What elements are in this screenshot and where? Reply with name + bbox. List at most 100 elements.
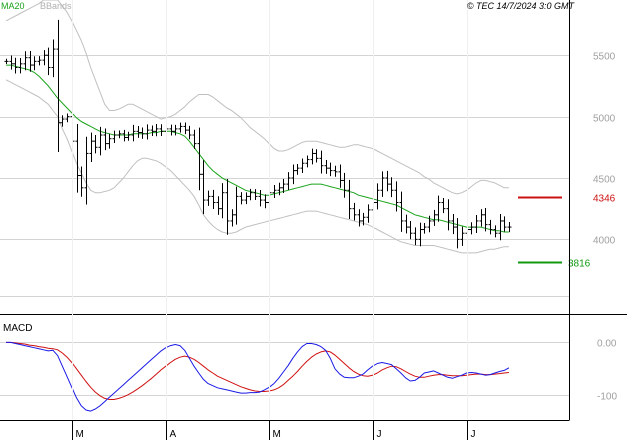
price-bar [493,225,498,238]
x-tick-label: M [76,429,84,440]
price-bar [408,221,413,240]
price-bar [427,215,432,233]
price-bar [136,126,141,138]
price-bar [32,56,37,71]
price-bar [483,208,488,232]
price-bar [225,178,230,235]
price-bar [441,198,446,214]
price-bar [117,130,122,139]
price-bar [201,160,206,215]
x-tick-label: J [471,429,476,440]
price-bar [375,183,380,210]
price-bar [150,125,155,136]
price-bar [460,226,465,246]
price-bar [140,127,145,139]
price-bar [286,172,291,191]
price-bar [258,190,263,207]
macd-ytick-label: -100 [597,392,617,403]
price-bar [145,124,150,140]
ma20-legend: MA20 [1,1,25,11]
price-bar [169,124,174,136]
price-bar [79,166,84,197]
price-bar [159,124,164,136]
bb-lower-line [5,79,509,254]
x-tick-label: M [273,429,281,440]
price-bar [37,56,42,66]
price-bar [103,128,108,151]
price-bar [75,123,80,193]
price-bar [352,202,357,221]
price-bar [361,212,366,226]
price-bar [281,178,286,194]
support-label: 3816 [568,259,591,270]
price-bar [451,213,456,235]
price-bar [498,213,503,241]
price-bar [239,192,244,205]
price-bar [56,19,61,152]
price-bar [98,126,103,156]
price-bar [216,196,221,215]
price-bar [126,131,131,141]
price-bar [394,181,399,212]
price-bar [366,204,371,223]
price-bar [244,192,249,205]
price-bar [291,164,296,185]
price-bar [42,50,47,66]
price-bar [173,124,178,136]
bbands-legend: BBands [40,1,72,11]
price-bar [263,194,268,209]
bb-upper-line [5,0,509,195]
price-bar [404,214,409,234]
price-bar [342,172,347,198]
price-bar [112,130,117,144]
price-bar [502,216,507,232]
price-bar [4,58,9,64]
ma20-line [6,64,509,233]
price-bar [413,227,418,246]
price-bar [305,155,310,168]
price-bar [89,132,94,162]
price-bar [389,177,394,198]
resistance-label: 4346 [593,194,616,205]
price-bar [380,171,385,197]
price-bar [28,50,33,72]
price-bar [422,223,427,234]
price-bar [324,159,329,174]
price-bar [220,183,225,219]
price-bar [18,58,23,74]
price-bar [272,185,277,198]
price-bar [131,124,136,142]
bollinger-bands [5,0,509,254]
price-bar [192,129,197,149]
price-bar [474,215,479,233]
price-bar [154,124,159,137]
price-bar [507,221,512,233]
price-bar [277,182,282,196]
price-bar [107,133,112,149]
price-ytick-label: 5500 [593,52,616,63]
price-y-axis: 5500 5000 4500 4000 [593,52,616,247]
support-resistance-levels: 4346 3816 [518,194,616,270]
price-bar [357,209,362,227]
macd-y-axis: 0.00 -100 [597,339,617,403]
price-bar [333,165,338,177]
price-bar [206,190,211,206]
x-tick-label: J [377,429,382,440]
price-bar [122,129,127,142]
price-panel: 5500 5000 4500 4000 4346 3816 [0,0,616,297]
price-bar [479,209,484,227]
price-bar [295,164,300,175]
price-ytick-label: 4000 [593,236,616,247]
price-bar [187,125,192,140]
price-ytick-label: 4500 [593,175,616,186]
price-bar [488,219,493,235]
price-bar [9,55,14,70]
x-tick-label: A [170,429,177,440]
price-bar [13,57,18,74]
copyright-text: © TEC 14/7/2024 3:0 GMT [467,1,576,11]
price-bar [197,127,202,191]
signal-polyline [6,341,509,400]
macd-grid [0,342,569,396]
